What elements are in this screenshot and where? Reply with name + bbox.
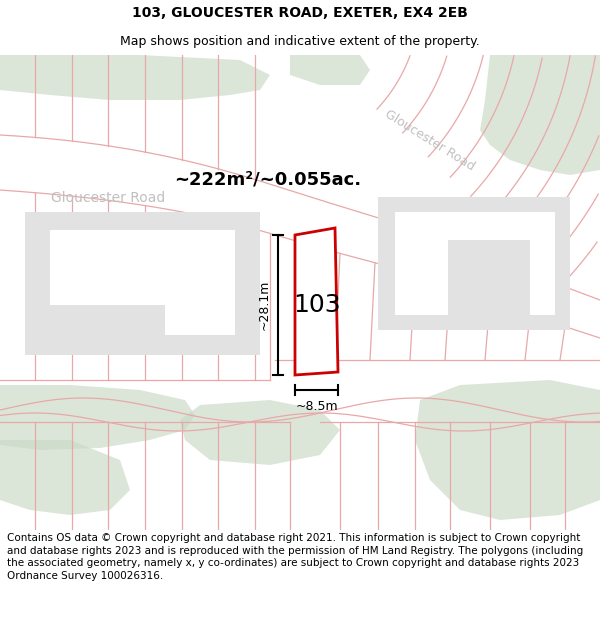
Polygon shape [50,305,165,335]
Polygon shape [295,228,338,375]
Text: 103, GLOUCESTER ROAD, EXETER, EX4 2EB: 103, GLOUCESTER ROAD, EXETER, EX4 2EB [132,6,468,20]
Text: Gloucester Road: Gloucester Road [383,107,477,173]
Polygon shape [0,135,600,338]
Polygon shape [448,240,530,315]
Text: ~222m²/~0.055ac.: ~222m²/~0.055ac. [175,171,362,189]
Text: Map shows position and indicative extent of the property.: Map shows position and indicative extent… [120,35,480,48]
Polygon shape [290,55,370,85]
Text: Contains OS data © Crown copyright and database right 2021. This information is : Contains OS data © Crown copyright and d… [7,533,583,581]
Polygon shape [480,55,600,175]
Text: 103: 103 [293,293,341,317]
Polygon shape [395,212,555,315]
Polygon shape [415,380,600,520]
Text: ~28.1m: ~28.1m [257,280,271,330]
Text: Gloucester Road: Gloucester Road [51,191,165,205]
Polygon shape [25,212,260,355]
Polygon shape [378,197,570,330]
Polygon shape [0,385,195,450]
Text: ~8.5m: ~8.5m [295,399,338,412]
Polygon shape [50,230,235,335]
Polygon shape [0,440,130,515]
Polygon shape [180,400,340,465]
Polygon shape [0,55,270,100]
